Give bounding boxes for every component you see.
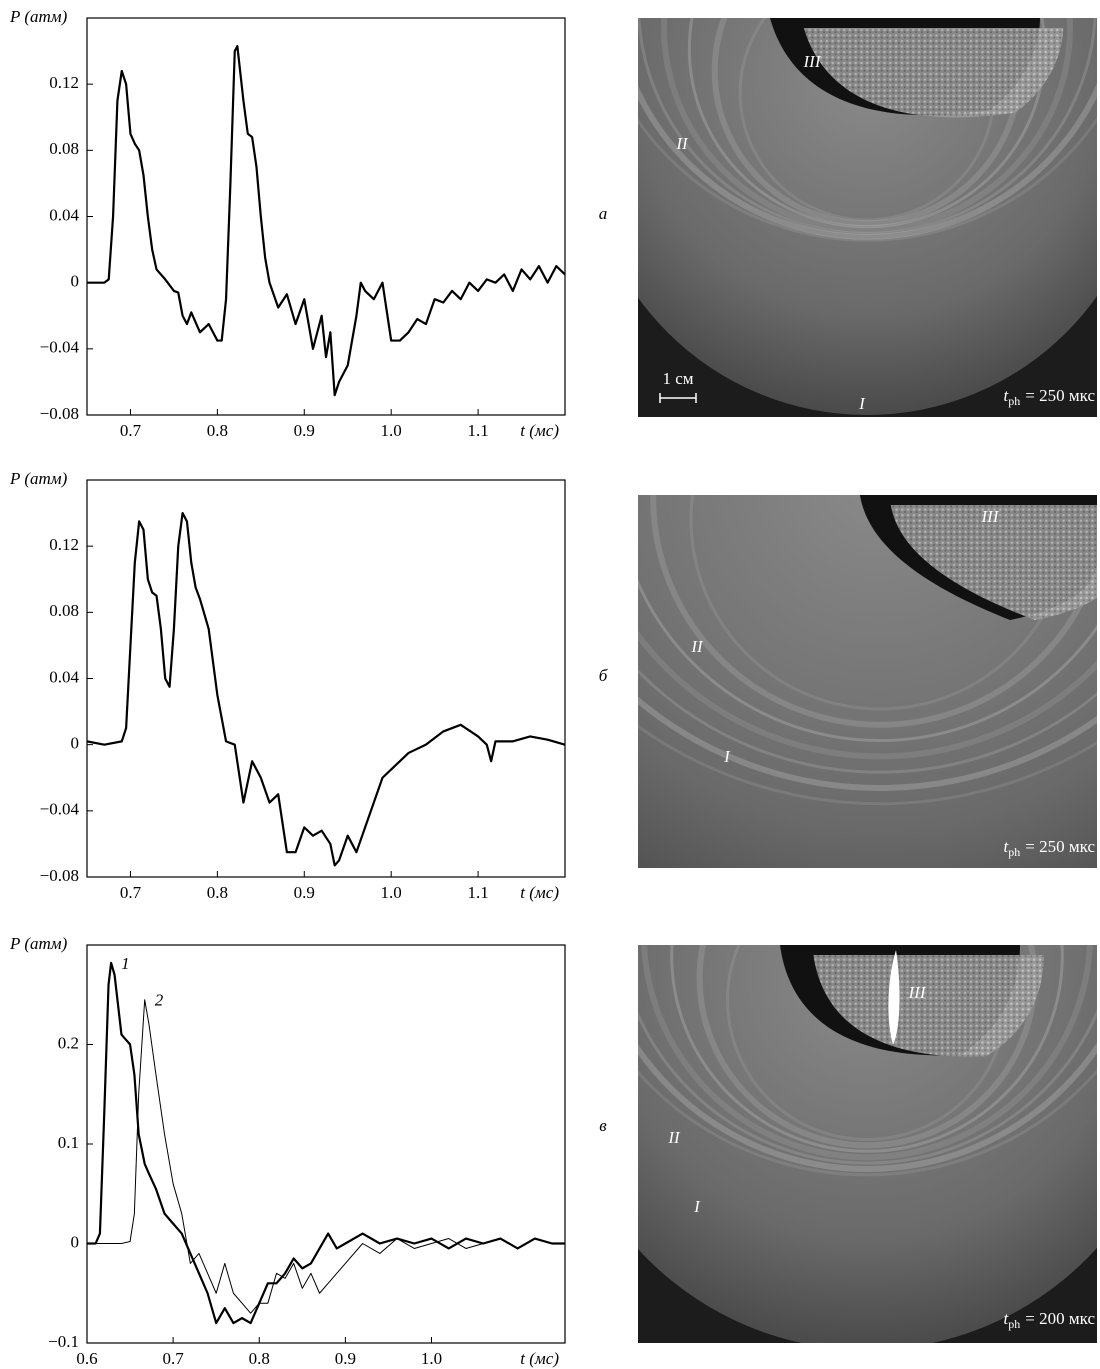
y-tick-label: 0.1	[58, 1133, 79, 1152]
region-label: II	[690, 637, 704, 656]
photo-texture	[813, 955, 1044, 1057]
photo	[638, 945, 1097, 1343]
time-symbol: t	[1004, 1309, 1010, 1328]
x-tick-label: 1.0	[381, 883, 402, 902]
region-label: III	[981, 507, 1000, 526]
photo-arc	[638, 696, 1097, 791]
photo-arc	[638, 668, 1097, 774]
photo-disc	[638, 18, 1097, 415]
y-tick-label: 0.04	[49, 667, 79, 686]
x-tick-label: 0.9	[335, 1349, 356, 1368]
data-line	[87, 45, 566, 397]
photo-arc	[638, 1008, 1097, 1165]
region-label: III	[908, 983, 927, 1002]
data-line	[87, 961, 565, 1325]
photo-arc	[638, 630, 1097, 760]
y-tick-label: −0.1	[48, 1332, 79, 1351]
x-tick-label: 0.8	[207, 421, 228, 440]
data-line	[87, 999, 565, 1314]
plot-frame	[86, 479, 566, 878]
x-tick-label: 1.1	[467, 421, 488, 440]
x-tick-label: 0.9	[294, 883, 315, 902]
time-label: tph = 200 мкс	[1004, 1309, 1096, 1331]
data-line	[86, 511, 566, 867]
x-tick-label: 0.7	[120, 883, 142, 902]
y-tick-label: 0.2	[58, 1033, 79, 1052]
y-tick-label: 0.04	[49, 205, 79, 224]
time-label: tph = 250 мкс	[1004, 837, 1096, 859]
scale-bar	[659, 393, 697, 403]
x-tick-label: 1.0	[381, 421, 402, 440]
y-tick-label: 0	[71, 734, 80, 753]
time-symbol: t	[1004, 386, 1010, 405]
y-tick-label: 0	[71, 272, 80, 291]
y-tick-label: 0.08	[49, 139, 79, 158]
region-label: III	[803, 52, 822, 71]
time-symbol: t	[1004, 837, 1010, 856]
y-tick-label: 0.12	[49, 535, 79, 554]
time-subscript: ph	[1008, 394, 1020, 408]
photo-arc	[638, 18, 1097, 235]
panel-letter: а	[599, 204, 608, 223]
photo-arc	[638, 82, 1097, 240]
photo-spike	[888, 950, 900, 1045]
photo-arc	[650, 495, 1097, 728]
photo-arc	[638, 724, 1097, 806]
photo-arc	[661, 18, 1073, 233]
x-tick-label: 0.7	[163, 1349, 185, 1368]
x-tick-label: 0.6	[76, 1349, 97, 1368]
photo-texture	[803, 28, 1064, 118]
photo	[638, 18, 1097, 417]
time-subscript: ph	[1008, 845, 1020, 859]
scale-bar-label: 1 см	[662, 369, 693, 388]
x-tick-label: 0.8	[249, 1349, 270, 1368]
region-label: II	[675, 134, 689, 153]
y-tick-label: 0	[71, 1232, 80, 1251]
region-label: I	[693, 1197, 701, 1216]
time-value: = 250 мкс	[1025, 386, 1095, 405]
x-tick-label: 1.0	[421, 1349, 442, 1368]
y-axis-label: P (атм)	[9, 469, 68, 488]
x-tick-label: 0.9	[294, 421, 315, 440]
y-axis-label: P (атм)	[9, 934, 68, 953]
panel-letter: в	[599, 1116, 607, 1135]
time-value: = 250 мкс	[1025, 837, 1095, 856]
panel-letter: б	[599, 666, 608, 685]
series-label: 2	[155, 991, 164, 1010]
series-label: 1	[121, 954, 130, 973]
y-tick-label: −0.08	[40, 404, 79, 423]
x-axis-label: t (мс)	[520, 883, 559, 902]
x-axis-label: t (мс)	[520, 1349, 559, 1368]
y-tick-label: −0.04	[40, 800, 80, 819]
photo-texture	[890, 505, 1097, 621]
x-axis-label: t (мс)	[520, 421, 559, 440]
time-value: = 200 мкс	[1025, 1309, 1095, 1328]
region-label: I	[723, 747, 731, 766]
region-label: II	[667, 1128, 681, 1147]
photo-arc	[670, 945, 1064, 1153]
y-tick-label: 0.08	[49, 601, 79, 620]
photo-arc	[638, 1068, 1097, 1177]
x-tick-label: 0.8	[207, 883, 228, 902]
y-axis-label: P (атм)	[9, 7, 68, 26]
photo	[638, 495, 1097, 868]
photo-arc	[638, 116, 1097, 242]
y-tick-label: −0.04	[40, 338, 80, 357]
x-tick-label: 1.1	[467, 883, 488, 902]
photo-arc	[641, 945, 1093, 1161]
time-label: tph = 250 мкс	[1004, 386, 1096, 408]
time-subscript: ph	[1008, 1317, 1020, 1331]
x-tick-label: 0.7	[120, 421, 142, 440]
region-label: I	[858, 394, 866, 413]
y-tick-label: −0.08	[40, 866, 79, 885]
photo-arc	[638, 579, 1097, 743]
photo-arc	[638, 1042, 1097, 1172]
y-tick-label: 0.12	[49, 73, 79, 92]
